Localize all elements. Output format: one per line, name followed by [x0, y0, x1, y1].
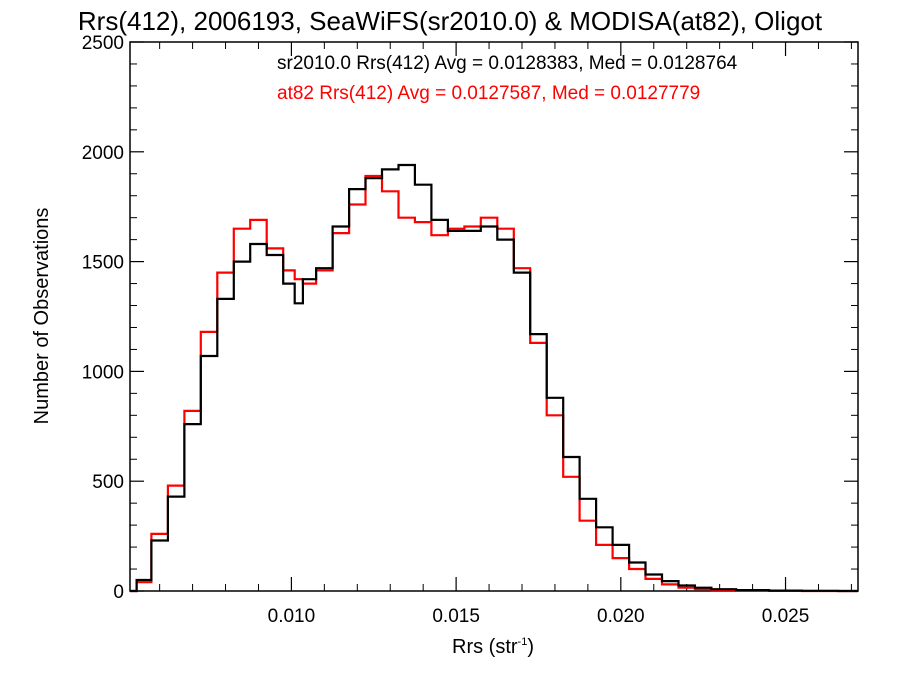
series-line-sr2010-0	[130, 163, 858, 593]
y-tick-label: 500	[92, 472, 124, 493]
x-tick-label: 0.015	[432, 606, 480, 627]
y-tick-label: 1500	[82, 253, 124, 274]
x-axis-label-close: )	[527, 636, 534, 658]
x-tick-label: 0.010	[268, 606, 316, 627]
x-tick-label: 0.025	[762, 606, 810, 627]
x-axis-label: Rrs (str-1)	[452, 636, 534, 658]
x-axis-label-text: Rrs (str	[452, 636, 518, 658]
legend-entry-at82: at82 Rrs(412) Avg = 0.0127587, Med = 0.0…	[277, 83, 700, 104]
series-layer	[130, 163, 858, 593]
y-tick-label: 1000	[82, 362, 124, 383]
y-tick-label: 2000	[82, 143, 124, 164]
series-line-at82	[130, 174, 858, 593]
legend-entry-sr2010: sr2010.0 Rrs(412) Avg = 0.0128383, Med =…	[277, 53, 738, 74]
y-tick-label: 2500	[82, 33, 124, 54]
axis-ticks: 0.010 0.015 0.020 0.025 0 500 1000 1500 2000 2500	[82, 33, 858, 627]
y-axis-label: Number of Observations	[31, 208, 53, 425]
chart-title: Rrs(412), 2006193, SeaWiFS(sr2010.0) & M…	[78, 6, 823, 36]
x-tick-label: 0.020	[597, 606, 645, 627]
plot-axes	[129, 41, 859, 592]
y-tick-label: 0	[113, 582, 124, 603]
plot-frame	[129, 41, 859, 592]
x-axis-label-superscript: -1	[518, 636, 528, 648]
